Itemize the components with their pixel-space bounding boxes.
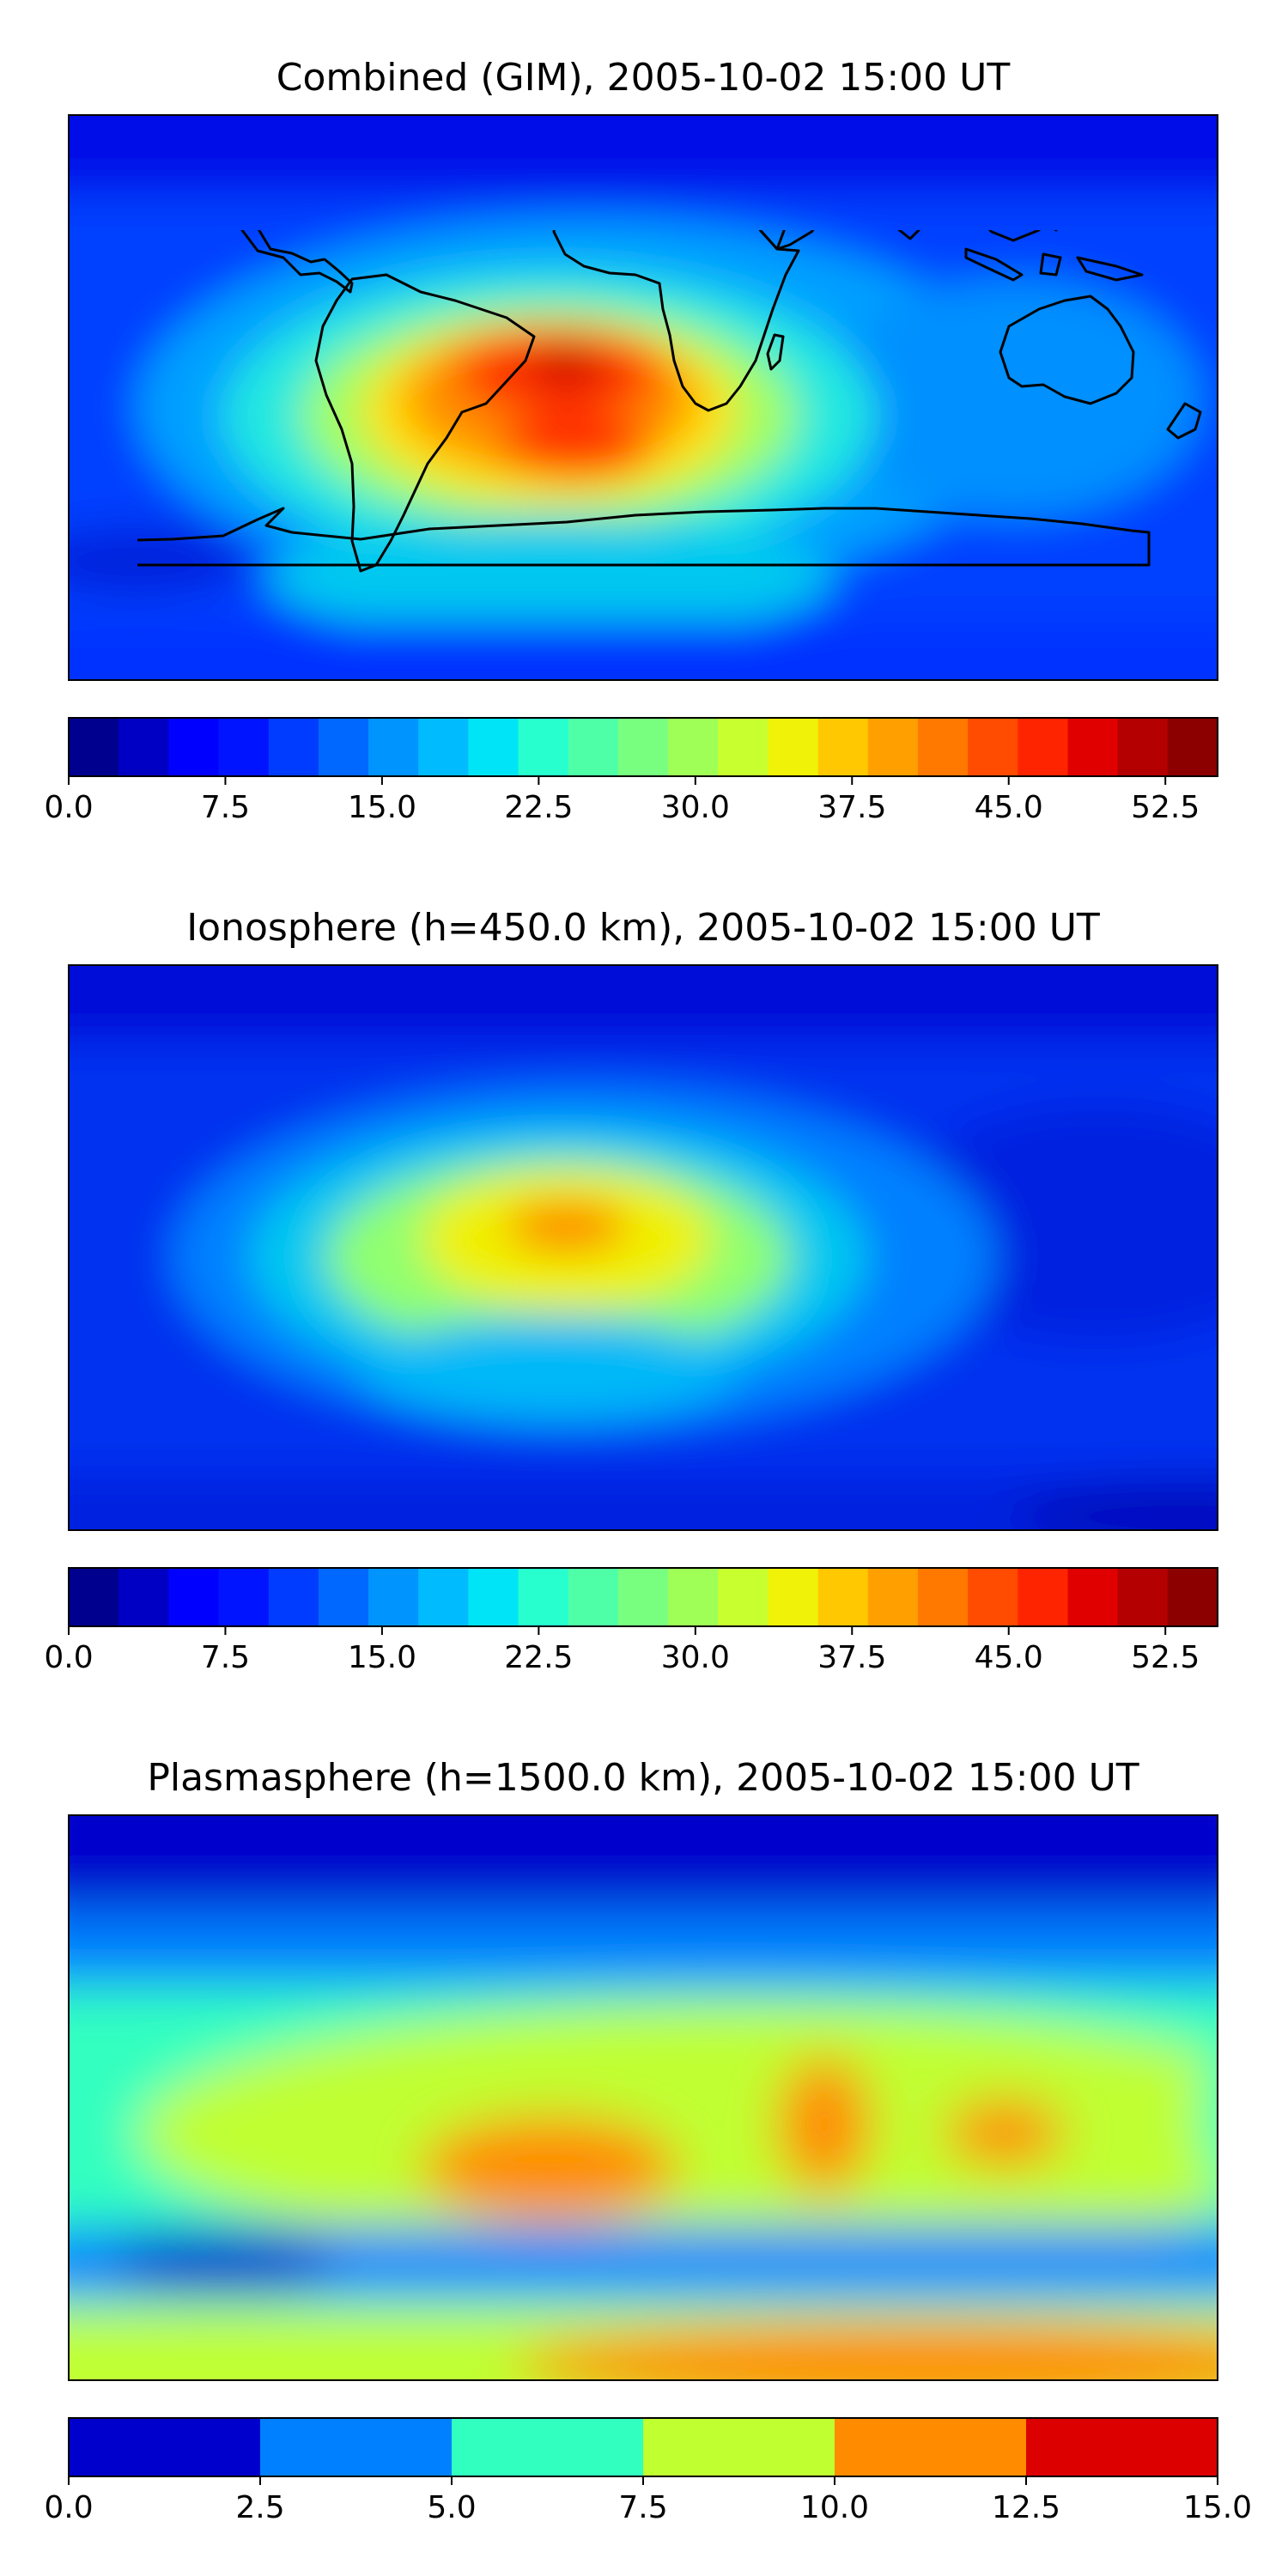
panel-2-title: Plasmasphere (h=1500.0 km), 2005-10-02 1… [147,1756,1139,1800]
colorbar-tick-label: 37.5 [817,790,886,825]
colorbar-segment [1018,1568,1069,1626]
colorbar-tick-label: 7.5 [618,2490,667,2525]
colorbar-tick-label: 0.0 [44,1640,93,1675]
colorbar-segment [768,1568,819,1626]
colorbar-segment [1117,1568,1169,1626]
colorbar-segment [69,2418,261,2476]
colorbar-segment [643,2418,835,2476]
colorbar-tick-label: 45.0 [975,1640,1043,1675]
colorbar-segment [668,718,719,776]
colorbar-segment [168,1568,220,1626]
colorbar-tick-label: 7.5 [201,1640,250,1675]
colorbar-segment [568,718,619,776]
colorbar-segment [1117,718,1169,776]
colorbar-tick-label: 0.0 [44,790,93,825]
panel-0-map [69,115,1219,680]
colorbar-segment [1167,1568,1218,1626]
colorbar-segment [368,1568,419,1626]
panel-0-title: Combined (GIM), 2005-10-02 15:00 UT [276,56,1011,100]
colorbar-segment [268,1568,319,1626]
colorbar-tick-label: 37.5 [817,1640,886,1675]
colorbar-tick-label: 45.0 [975,790,1043,825]
colorbar-segment [218,1568,270,1626]
colorbar-tick-label: 5.0 [427,2490,476,2525]
panel-2-colorbar: 0.0 2.5 5.0 7.5 10.0 12.5 15.0 [44,2417,1252,2525]
colorbar-segment [118,718,169,776]
panel-2-map [69,1815,1218,2380]
colorbar-tick-label: 7.5 [201,790,250,825]
colorbar-segment [1026,2418,1218,2476]
colorbar-segment [768,718,819,776]
panel-0-frame [68,114,1218,681]
colorbar-segment [1167,718,1218,776]
panel-1-map [69,965,1218,1530]
colorbar-segment [218,718,270,776]
colorbar-segment [968,718,1018,776]
colorbar-segment [718,718,769,776]
panel-2-frame [68,1814,1218,2381]
colorbar-segment [318,1568,369,1626]
colorbar-segment [617,1568,669,1626]
colorbar-segment [418,1568,469,1626]
colorbar-segment [718,1568,769,1626]
colorbar-segment [318,718,369,776]
colorbar-segment [518,1568,569,1626]
colorbar-segment [867,718,919,776]
colorbar-tick-label: 12.5 [992,2490,1060,2525]
colorbar-segment [668,1568,719,1626]
colorbar-segment [968,1568,1018,1626]
colorbar-segment [118,1568,169,1626]
colorbar-tick-label: 15.0 [348,1640,416,1675]
colorbar-segment [817,1568,869,1626]
colorbar-segment [368,718,419,776]
colorbar-tick-label: 10.0 [800,2490,869,2525]
colorbar-segment [69,1568,119,1626]
colorbar-segment [260,2418,453,2476]
colorbar-segment [518,718,569,776]
colorbar-segment [1067,718,1119,776]
panel-1-title: Ionosphere (h=450.0 km), 2005-10-02 15:0… [186,906,1100,950]
colorbar-segment [468,1568,519,1626]
colorbar-segment [168,718,220,776]
colorbar-tick-label: 15.0 [348,790,416,825]
colorbar-segment [1018,718,1069,776]
colorbar-tick-label: 30.0 [661,790,730,825]
colorbar-segment [268,718,319,776]
panel-0-colorbar: 0.0 7.5 15.0 22.5 30.0 37.5 45.0 52.5 [44,717,1218,825]
colorbar-segment [1067,1568,1119,1626]
colorbar-tick-label: 22.5 [504,1640,573,1675]
colorbar-segment [617,718,669,776]
colorbar-segment [452,2418,644,2476]
panel-1-frame [68,964,1218,1531]
colorbar-segment [418,718,469,776]
colorbar-tick-label: 22.5 [504,790,573,825]
colorbar-segment [817,718,869,776]
colorbar-segment [917,1568,969,1626]
colorbar-tick-label: 15.0 [1183,2490,1252,2525]
colorbar-tick-label: 30.0 [661,1640,730,1675]
colorbar-segment [468,718,519,776]
colorbar-segment [568,1568,619,1626]
colorbar-tick-label: 52.5 [1131,1640,1200,1675]
panel-1-colorbar: 0.0 7.5 15.0 22.5 30.0 37.5 45.0 52.5 [44,1567,1218,1675]
colorbar-frame [68,717,1218,777]
colorbar-frame [68,1567,1218,1627]
colorbar-segment [69,718,119,776]
colorbar-tick-label: 2.5 [235,2490,284,2525]
colorbar-tick-label: 0.0 [44,2490,93,2525]
colorbar-segment [917,718,969,776]
colorbar-segment [867,1568,919,1626]
colorbar-tick-label: 52.5 [1131,790,1200,825]
colorbar-segment [835,2418,1027,2476]
